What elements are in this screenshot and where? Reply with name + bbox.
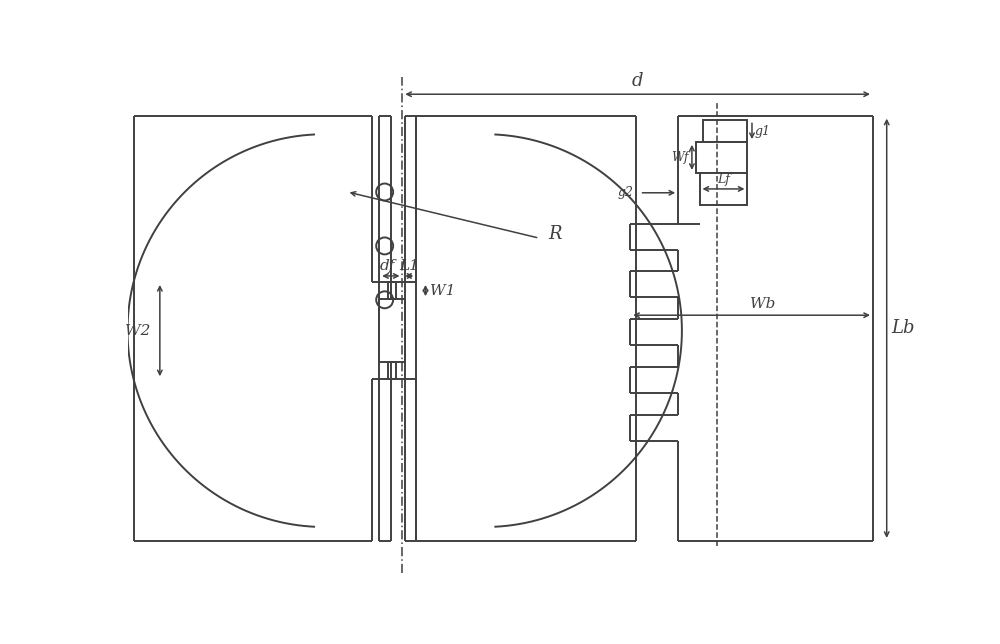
Text: Wf: Wf	[671, 151, 689, 164]
Text: d: d	[632, 72, 643, 90]
Text: g1: g1	[755, 125, 771, 138]
Text: df: df	[379, 259, 395, 273]
Text: Lb: Lb	[891, 319, 915, 337]
Text: R: R	[549, 225, 562, 243]
Text: Lf: Lf	[717, 173, 730, 186]
Bar	[703, 120, 747, 142]
Text: L1: L1	[399, 259, 419, 273]
Text: Wb: Wb	[750, 297, 776, 310]
Bar	[700, 173, 747, 205]
Bar	[696, 142, 747, 173]
Text: g2: g2	[617, 186, 633, 199]
Text: W2: W2	[125, 324, 151, 337]
Text: W1: W1	[430, 283, 455, 298]
